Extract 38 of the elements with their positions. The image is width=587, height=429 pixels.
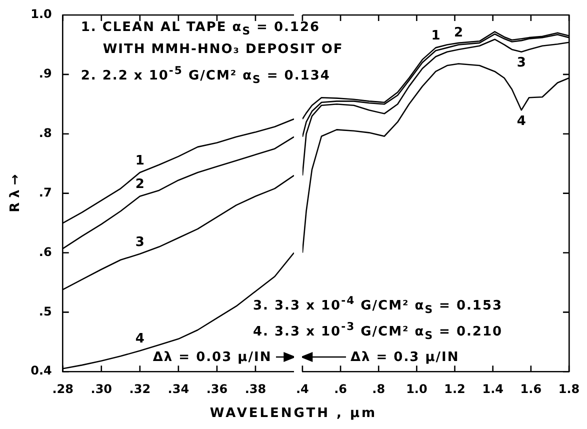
- x-tick-label: .8: [372, 382, 386, 396]
- x-tick-label: .4: [296, 382, 309, 396]
- x-tick-label: 1.6: [520, 382, 542, 396]
- x-tick-label: .38: [244, 382, 266, 396]
- x-tick-label: 1.0: [406, 382, 428, 396]
- series-label: 4: [516, 114, 526, 129]
- legend-label: 2: [454, 26, 464, 41]
- series-label: 1: [431, 28, 440, 44]
- x-tick-label: 1.4: [482, 382, 504, 396]
- x-axis-title: WAVELENGTH , μm: [208, 406, 378, 421]
- x-tick-label: .36: [206, 382, 228, 396]
- y-axis-title: R λ →: [8, 174, 24, 212]
- x-tick-label: .32: [129, 382, 151, 396]
- annotation: 2. 2.2 x 10$^{-5}$ G/CM² α$_{S}$ = 0.134: [80, 64, 330, 86]
- annotation: 1. CLEAN AL TAPE α$_{S}$ = 0.126: [80, 20, 320, 38]
- series-label: 3: [135, 234, 144, 250]
- y-tick-label: .5: [38, 304, 52, 318]
- x-tick-label: 1.8: [558, 382, 580, 396]
- series-label: 4: [135, 332, 144, 347]
- x-tick-label: .28: [52, 382, 74, 396]
- series-label: 2: [135, 177, 144, 192]
- series-label: 1: [135, 153, 144, 168]
- y-tick-label: .9: [38, 66, 52, 81]
- annotation: 3. 3.3 x 10$^{-4}$ G/CM² α$_{S}$ = 0.153: [253, 294, 503, 316]
- y-tick-label: .6: [38, 244, 52, 259]
- x-tick-label: .30: [90, 382, 112, 396]
- y-tick-label: 1.0: [30, 7, 52, 22]
- y-tick-label: 0.4: [30, 364, 52, 378]
- annotation: 4. 3.3 x 10$^{-3}$ G/CM² α$_{S}$ = 0.210: [253, 320, 503, 342]
- series-label: 3: [516, 56, 526, 71]
- y-tick-label: .7: [38, 185, 52, 200]
- x-tick-label: .34: [168, 382, 190, 396]
- annotation: Δλ = 0.3 μ/IN: [350, 350, 460, 365]
- x-tick-label: .6: [334, 382, 347, 396]
- annotation: WITH MMH-HNO₃ DEPOSIT OF: [102, 42, 344, 57]
- y-tick-label: .8: [38, 126, 52, 140]
- x-tick-label: 1.2: [444, 382, 466, 396]
- annotation: Δλ = 0.03 μ/IN: [152, 350, 272, 365]
